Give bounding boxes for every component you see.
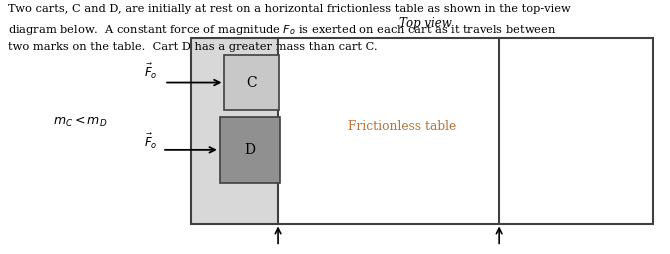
Bar [191,38,653,224]
Text: $\vec{F}_o$: $\vec{F}_o$ [144,131,157,151]
Bar [191,38,278,224]
Text: D: D [245,143,255,157]
Text: C: C [247,75,257,90]
Text: $m_C < m_D$: $m_C < m_D$ [53,115,108,129]
Text: Two carts, C and D, are initially at rest on a horizontal frictionless table as : Two carts, C and D, are initially at res… [8,4,571,14]
Bar [224,55,279,110]
Bar [278,38,653,224]
Text: $\vec{F}_o$: $\vec{F}_o$ [144,61,157,81]
Bar [220,117,280,183]
Text: Frictionless table: Frictionless table [348,120,456,134]
Text: two marks on the table.  Cart D has a greater mass than cart C.: two marks on the table. Cart D has a gre… [8,42,378,52]
Text: diagram below.  A constant force of magnitude $F_o$ is exerted on each cart as i: diagram below. A constant force of magni… [8,23,556,37]
Text: Top view: Top view [399,18,452,30]
